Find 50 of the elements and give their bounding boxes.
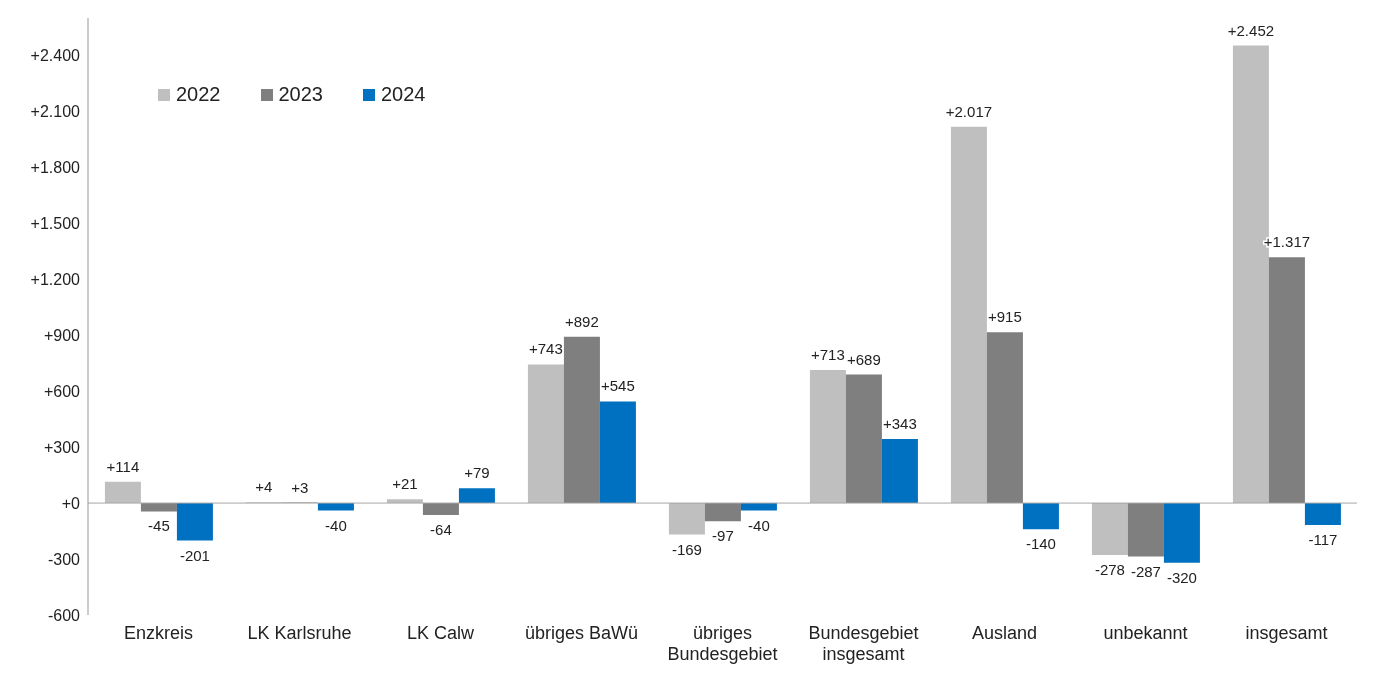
data-label: -320 bbox=[1166, 568, 1197, 586]
y-tick-label: +1.200 bbox=[30, 270, 81, 288]
data-label: +343 bbox=[883, 415, 917, 433]
x-tick-label: LK Calw bbox=[406, 623, 476, 643]
y-tick-label: +600 bbox=[43, 382, 81, 400]
data-label: +3 bbox=[291, 478, 309, 496]
data-label: +689 bbox=[847, 350, 881, 368]
y-tick-label: +1.800 bbox=[30, 158, 81, 176]
x-tick-label: LK Karlsruhe bbox=[247, 623, 352, 643]
data-label: +743 bbox=[529, 340, 563, 358]
data-label: -169 bbox=[671, 540, 702, 558]
y-tick-label: +300 bbox=[43, 438, 81, 456]
legend-label: 2024 bbox=[381, 83, 426, 106]
y-tick-label: +2.100 bbox=[30, 102, 81, 120]
data-label: +892 bbox=[565, 312, 599, 330]
x-tick-label: übriges BaWü bbox=[524, 623, 639, 643]
x-tick-label: Ausland bbox=[971, 623, 1038, 643]
x-tick-label: Enzkreis bbox=[123, 623, 194, 643]
data-label: +1.317 bbox=[1263, 233, 1311, 251]
data-label: -45 bbox=[148, 517, 170, 535]
data-label: +4 bbox=[255, 478, 273, 496]
data-label: -64 bbox=[430, 521, 452, 538]
data-label: +2.017 bbox=[945, 102, 993, 120]
y-tick-label: +1.500 bbox=[30, 214, 81, 232]
x-tick-label: Bundesgebiet insgesamt bbox=[808, 623, 919, 664]
data-label: -278 bbox=[1094, 560, 1125, 578]
data-label: +114 bbox=[106, 457, 140, 475]
data-label: -97 bbox=[712, 527, 734, 545]
data-label: +21 bbox=[392, 475, 418, 493]
data-label: -140 bbox=[1025, 535, 1056, 553]
legend-label: 2022 bbox=[176, 83, 221, 106]
x-tick-label: insgesamt bbox=[1245, 623, 1328, 643]
y-tick-label: -300 bbox=[47, 550, 81, 568]
x-tick-label: übriges Bundesgebiet bbox=[667, 623, 778, 664]
data-label: +2.452 bbox=[1227, 21, 1275, 39]
y-tick-label: -600 bbox=[47, 606, 81, 624]
data-label: +915 bbox=[988, 308, 1022, 326]
data-label: -287 bbox=[1130, 562, 1161, 580]
x-tick-label: unbekannt bbox=[1103, 623, 1188, 643]
y-tick-label: +2.400 bbox=[30, 46, 81, 64]
data-label: +713 bbox=[811, 346, 845, 364]
y-tick-label: +0 bbox=[61, 494, 81, 512]
data-label: -40 bbox=[748, 516, 770, 534]
data-label: -201 bbox=[179, 546, 210, 564]
data-label: +79 bbox=[464, 464, 490, 482]
legend-label: 2023 bbox=[278, 83, 323, 106]
data-label: -40 bbox=[325, 516, 347, 534]
y-tick-label: +900 bbox=[43, 326, 81, 344]
data-label: -117 bbox=[1308, 530, 1338, 548]
data-label: +545 bbox=[601, 377, 635, 395]
